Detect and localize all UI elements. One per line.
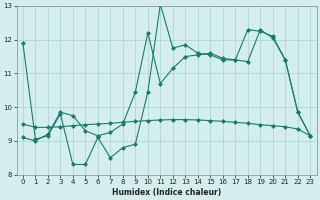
X-axis label: Humidex (Indice chaleur): Humidex (Indice chaleur) xyxy=(112,188,221,197)
